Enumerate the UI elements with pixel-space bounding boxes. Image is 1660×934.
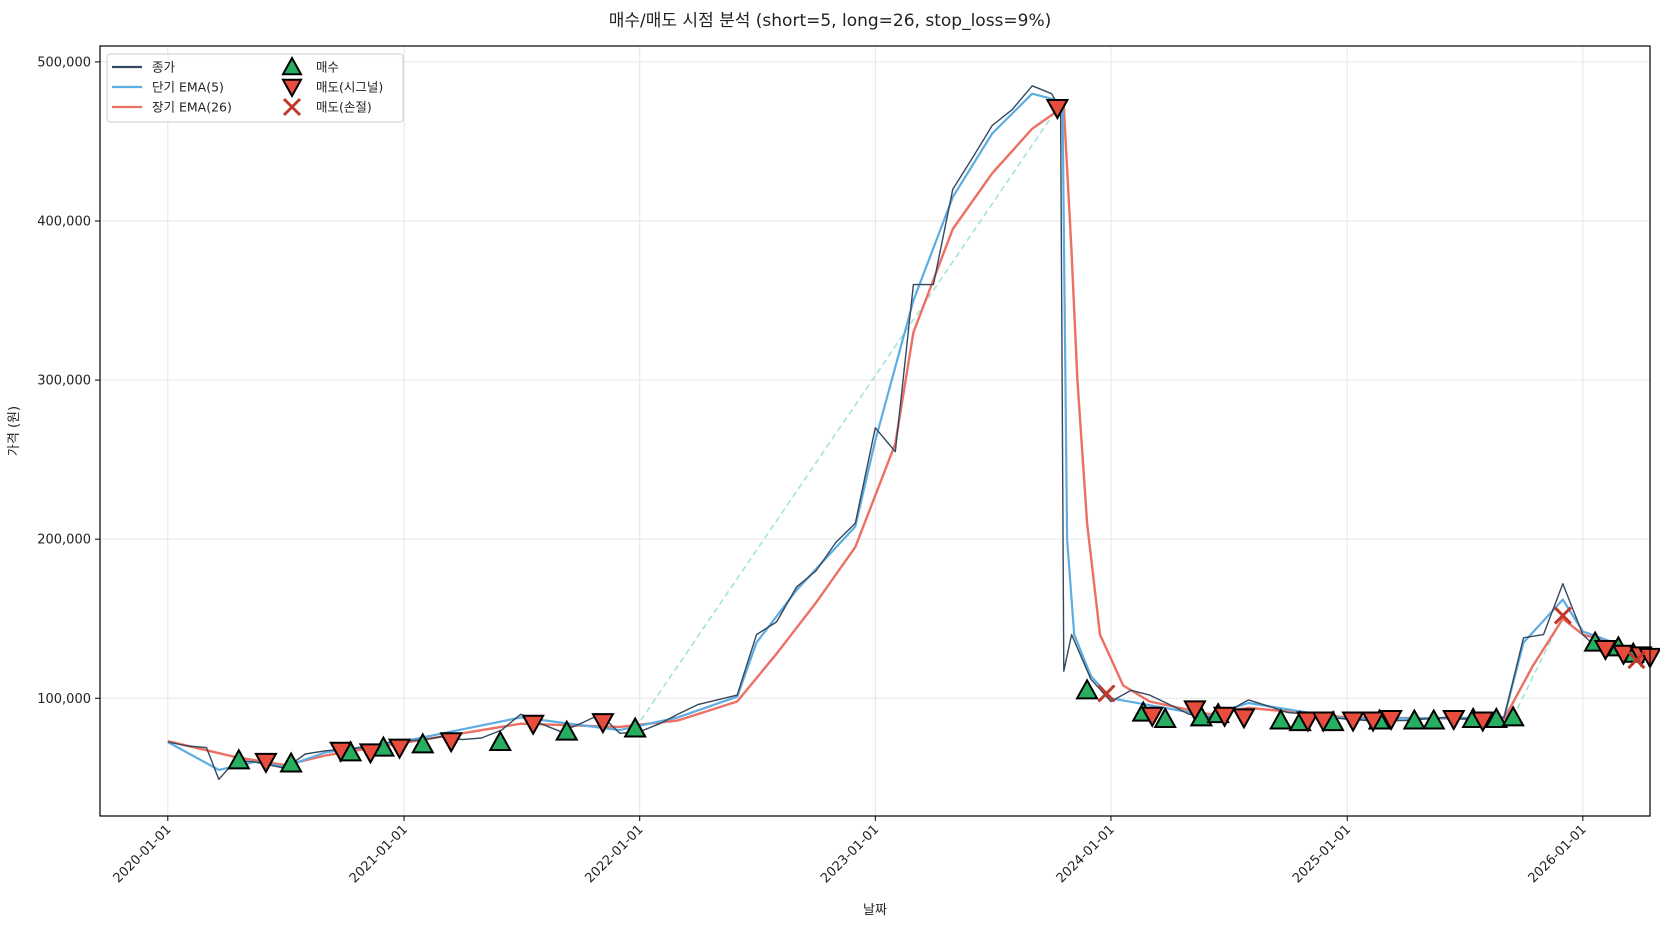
sell-signal-marker (521, 714, 545, 736)
sell-signal-marker (591, 713, 615, 735)
legend-swatch-sell-stoploss-stroke (282, 97, 302, 117)
sell-signal-marker (387, 738, 412, 760)
buy-marker (411, 732, 435, 754)
x-tick-label: 2022-01-01 (582, 822, 646, 886)
sell-stoploss-marker (1627, 651, 1646, 670)
sell-signal-marker (1341, 711, 1365, 733)
sell-signal-marker (254, 752, 278, 774)
sell-signal-marker (1232, 708, 1256, 730)
legend-label: 매도(시그널) (316, 80, 383, 95)
legend-box (106, 53, 404, 123)
buy-marker (1153, 706, 1177, 728)
x-tick-label: 2024-01-01 (1054, 822, 1118, 886)
sell-signal-marker (1296, 711, 1320, 733)
x-axis-ticks: 2020-01-01 2021-01-01 2022-01-01 2023-01-01… (111, 816, 1590, 886)
x-tick-label: 2020-01-01 (111, 822, 175, 886)
legend-label: 매수 (316, 60, 339, 75)
sell-signal-marker (1140, 706, 1164, 728)
sell-stoploss-marker-stroke (1553, 606, 1572, 625)
sell-signal-marker (1311, 711, 1336, 733)
sell-signal-marker (1379, 709, 1403, 732)
trade-markers (227, 99, 1660, 774)
buy-marker (1402, 708, 1427, 730)
sell-stoploss-marker (1097, 684, 1116, 703)
sell-signal-marker (1045, 99, 1070, 121)
sell-signal-marker (329, 741, 353, 763)
sell-signal-marker (1212, 706, 1237, 728)
sell-signal-marker (439, 732, 463, 754)
buy-marker (623, 716, 647, 738)
sell-stoploss-marker (1553, 606, 1572, 625)
sell-signal-marker (1442, 709, 1466, 732)
sell-signal-marker (1611, 644, 1636, 666)
legend-label: 장기 EMA(26) (152, 100, 232, 115)
x-tick-label: 2025-01-01 (1290, 822, 1354, 886)
y-tick-label: 100,000 (37, 692, 91, 707)
legend-swatch-sell-signal (281, 78, 303, 99)
buy-marker (227, 748, 251, 770)
y-tick-label: 200,000 (37, 533, 91, 548)
y-tick-label: 400,000 (37, 215, 91, 230)
x-tick-label: 2026-01-01 (1526, 822, 1590, 886)
sell-signal-marker (358, 743, 383, 765)
legend-swatch-sell-stoploss (282, 97, 302, 117)
buy-marker (1422, 708, 1446, 730)
legend-label: 매도(손절) (316, 100, 372, 115)
sell-signal-marker (1183, 700, 1207, 722)
x-tick-label: 2021-01-01 (347, 822, 411, 886)
buy-marker (488, 729, 512, 752)
legend-label: 단기 EMA(5) (152, 80, 224, 95)
y-tick-label: 300,000 (37, 374, 91, 389)
sell-stoploss-marker-stroke (1097, 684, 1116, 703)
y-axis-ticks: 100,000 200,000 300,000 400,000 500,000 (37, 55, 100, 707)
sell-signal-marker (1593, 639, 1618, 662)
legend-label: 종가 (152, 60, 176, 75)
buy-marker (555, 719, 579, 741)
buy-marker (1075, 678, 1099, 700)
x-tick-label: 2023-01-01 (818, 822, 882, 886)
y-axis-label: 가격 (원) (7, 406, 22, 456)
chart-title: 매수/매도 시점 분석 (short=5, long=26, stop_loss… (609, 11, 1052, 31)
trade-segment-line (634, 107, 1059, 729)
buy-marker (1501, 705, 1525, 727)
sell-signal-marker (1471, 711, 1495, 733)
buy-marker (1484, 706, 1509, 728)
buy-marker (1269, 708, 1293, 730)
sell-signal-marker (1361, 711, 1385, 733)
buy-marker (279, 751, 303, 773)
y-tick-label: 500,000 (37, 55, 91, 70)
sell-stoploss-marker-stroke (1627, 651, 1646, 670)
x-axis-label: 날짜 (863, 903, 887, 918)
legend-swatch-buy (281, 55, 303, 76)
